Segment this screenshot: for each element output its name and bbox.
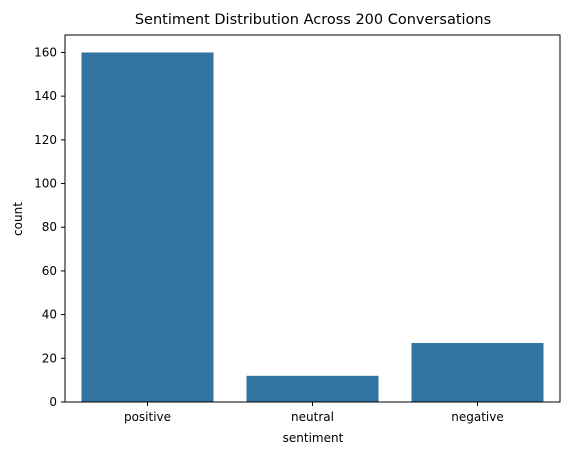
x-tick-label-neutral: neutral xyxy=(291,410,334,424)
y-tick-label-140: 140 xyxy=(34,89,57,103)
y-tick-label-160: 160 xyxy=(34,45,57,59)
x-tick-label-positive: positive xyxy=(124,410,171,424)
x-tick-label-negative: negative xyxy=(451,410,503,424)
y-tick-label-60: 60 xyxy=(42,264,57,278)
y-tick-label-40: 40 xyxy=(42,308,57,322)
y-tick-label-80: 80 xyxy=(42,220,57,234)
y-axis-label: count xyxy=(11,202,25,236)
y-tick-label-0: 0 xyxy=(49,395,57,409)
bar-positive xyxy=(81,52,214,402)
chart-title: Sentiment Distribution Across 200 Conver… xyxy=(135,12,491,28)
y-tick-label-100: 100 xyxy=(34,177,57,191)
y-tick-label-120: 120 xyxy=(34,133,57,147)
plot-frame xyxy=(64,34,561,403)
bars-group xyxy=(81,52,544,402)
x-axis-label: sentiment xyxy=(283,431,344,445)
bar-negative xyxy=(411,343,544,402)
y-tick-label-20: 20 xyxy=(42,351,57,365)
y-axis-ticks: 0 20 40 60 80 100 120 140 160 xyxy=(34,45,65,409)
x-axis-ticks: positive neutral negative xyxy=(124,402,504,424)
bar-neutral xyxy=(246,375,379,402)
